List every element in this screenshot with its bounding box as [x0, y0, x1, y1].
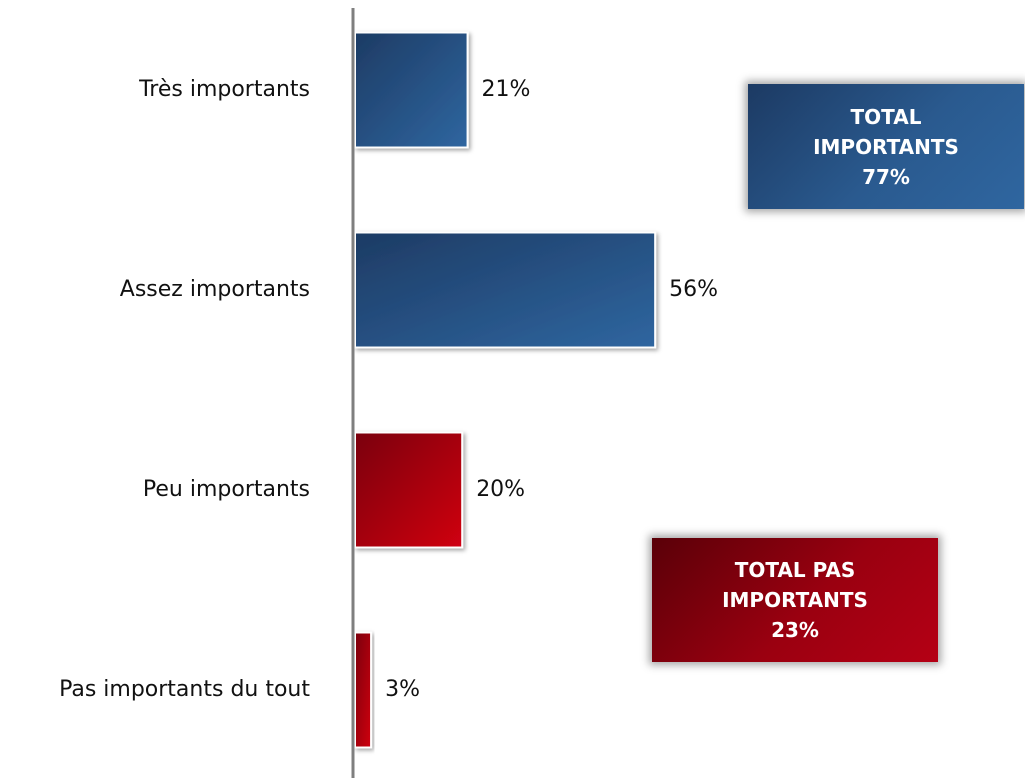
- value-label-2: 20%: [476, 477, 525, 502]
- category-label-2: Peu importants: [143, 477, 310, 502]
- bar-2: [354, 431, 464, 549]
- value-label-0: 21%: [482, 77, 531, 102]
- total-not-important-box: TOTAL PAS IMPORTANTS 23%: [652, 538, 938, 662]
- value-label-1: 56%: [669, 277, 718, 302]
- category-label-0: Très importants: [138, 77, 310, 102]
- category-label-3: Pas importants du tout: [59, 677, 310, 702]
- total-important-box: TOTAL IMPORTANTS 77%: [748, 84, 1024, 209]
- total-important-line1: TOTAL: [850, 104, 922, 129]
- total-important-line2: IMPORTANTS: [813, 134, 959, 159]
- total-not-important-line2: IMPORTANTS: [722, 588, 868, 612]
- bar-3: [354, 631, 373, 749]
- total-not-important-line1: TOTAL PAS: [734, 558, 856, 582]
- bar-1: [354, 231, 657, 349]
- total-important-value: 77%: [862, 164, 910, 189]
- bar-0: [354, 31, 469, 149]
- category-label-1: Assez importants: [120, 277, 310, 302]
- value-label-3: 3%: [385, 677, 420, 702]
- total-not-important-value: 23%: [771, 618, 819, 642]
